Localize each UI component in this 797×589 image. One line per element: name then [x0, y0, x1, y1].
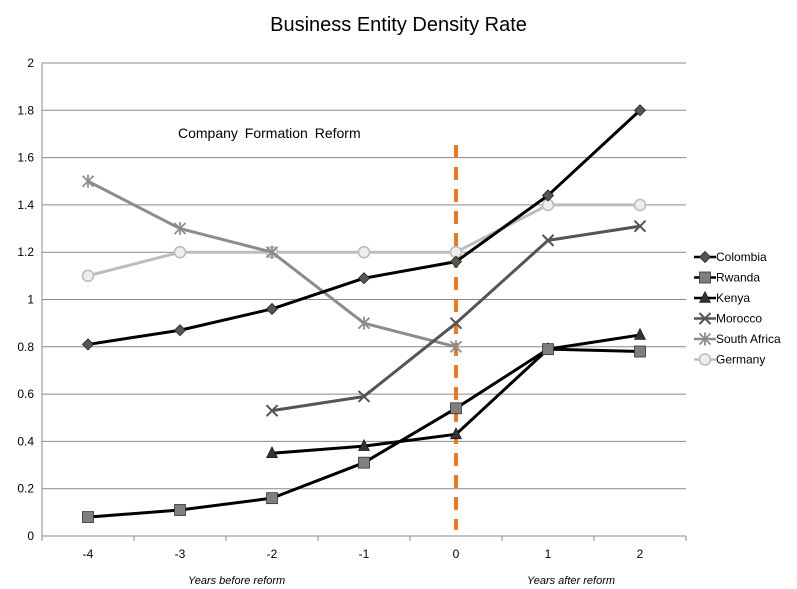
years-after-label: Years after reform: [527, 575, 616, 587]
data-point-germany: [633, 198, 647, 212]
data-point-kenya: [450, 427, 462, 440]
data-point-morocco: [449, 316, 463, 330]
x-tick-label: -2: [267, 547, 278, 561]
x-tick-label: 0: [453, 547, 460, 561]
x-tick-label: -4: [83, 547, 94, 561]
legend-label: Germany: [716, 353, 765, 367]
y-tick-label: 1.4: [17, 198, 34, 212]
legend-label: Kenya: [716, 291, 750, 305]
data-point-rwanda: [358, 456, 370, 469]
data-point-morocco: [265, 404, 279, 417]
y-tick-label: 2: [27, 56, 34, 70]
series-line-rwanda: [87, 347, 641, 519]
series-rwanda: [82, 343, 646, 523]
data-point-south-africa: [81, 174, 95, 188]
data-point-rwanda: [82, 511, 94, 523]
data-point-colombia: [633, 104, 647, 117]
x-tick-label: -3: [175, 547, 186, 561]
y-tick-label: 1.6: [17, 151, 34, 165]
data-point-morocco: [357, 390, 371, 403]
data-point-morocco: [633, 219, 647, 233]
y-tick-label: 0: [27, 529, 34, 543]
legend-item-morocco: Morocco: [694, 312, 762, 326]
legend-marker: [699, 271, 711, 284]
y-tick-label: 0.4: [17, 434, 34, 448]
data-point-kenya: [266, 446, 278, 459]
series-lines: [81, 104, 647, 523]
legend-label: Morocco: [716, 312, 762, 326]
data-point-colombia: [81, 338, 95, 351]
data-point-south-africa: [357, 316, 371, 330]
data-point-rwanda: [266, 492, 278, 505]
x-tick-label: 2: [637, 547, 644, 561]
series-south-africa: [81, 174, 463, 354]
data-point-germany: [357, 245, 371, 259]
data-point-colombia: [265, 302, 279, 316]
legend: Colombia Rwanda Kenya Morocco South Africa Ge…: [694, 250, 781, 367]
data-point-morocco: [541, 234, 555, 247]
series-colombia: [81, 104, 647, 351]
legend-item-germany: Germany: [694, 353, 765, 367]
legend-marker: [698, 332, 712, 346]
legend-label: Rwanda: [716, 271, 760, 285]
data-point-rwanda: [174, 504, 186, 516]
data-point-colombia: [173, 324, 187, 337]
y-tick-label: 0.8: [17, 340, 34, 354]
reform-annotation: Company Formation Reform: [178, 125, 361, 141]
series-line-south-africa: [87, 179, 457, 349]
data-point-south-africa: [265, 245, 279, 259]
data-point-south-africa: [449, 340, 463, 354]
y-tick-label: 1.8: [17, 103, 34, 117]
data-point-colombia: [357, 272, 371, 285]
legend-item-south-africa: South Africa: [694, 332, 781, 346]
chart-title: Business Entity Density Rate: [270, 14, 527, 36]
data-point-colombia: [541, 189, 555, 202]
y-tick-label: 1.2: [17, 245, 34, 259]
data-point-rwanda: [542, 343, 554, 356]
years-before-label: Years before reform: [188, 575, 286, 587]
x-tick-label: 1: [545, 547, 552, 561]
x-tick-label: -1: [359, 547, 370, 561]
data-point-rwanda: [634, 345, 646, 358]
y-tick-label: 0.6: [17, 387, 34, 401]
y-tick-label: 1: [27, 293, 34, 307]
data-point-kenya: [634, 327, 646, 340]
legend-item-kenya: Kenya: [694, 290, 750, 305]
legend-label: Colombia: [716, 250, 767, 264]
legend-item-colombia: Colombia: [694, 250, 767, 264]
data-point-colombia: [449, 255, 463, 268]
legend-marker: [698, 250, 712, 264]
legend-marker: [698, 353, 712, 366]
series-line-colombia: [87, 109, 642, 346]
legend-marker: [699, 290, 711, 303]
data-point-south-africa: [173, 222, 187, 236]
legend-marker: [698, 312, 712, 325]
data-point-rwanda: [450, 402, 462, 415]
legend-item-rwanda: Rwanda: [694, 271, 760, 285]
data-point-germany: [173, 245, 187, 259]
y-tick-label: 0.2: [17, 482, 34, 496]
axes: 0 0.2 0.4 0.6 0.8 1 1.2 1.4 1.6 1.8 2 -4 -3 -2 -1 0 1 2: [17, 56, 687, 561]
series-germany: [81, 198, 647, 283]
series-morocco: [265, 219, 647, 417]
legend-label: South Africa: [716, 332, 781, 346]
data-point-kenya: [358, 438, 370, 451]
data-point-germany: [81, 269, 95, 283]
